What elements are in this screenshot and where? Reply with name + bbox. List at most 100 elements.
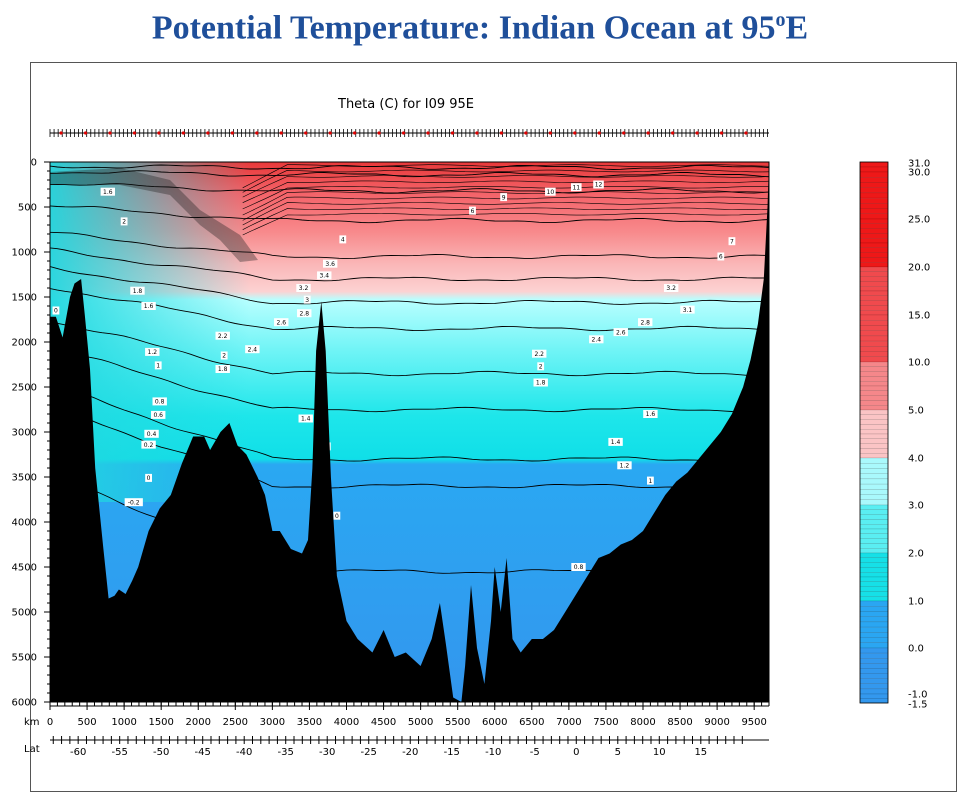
- contour-label-box: [144, 429, 159, 438]
- contour-label-box: [469, 206, 476, 215]
- seafloor-bathymetry: [50, 162, 769, 702]
- colorbar-label: 20.0: [908, 263, 930, 274]
- colorbar-segment: [859, 409, 889, 416]
- station-marker: [401, 131, 406, 135]
- latitude-axis: -60 -55 -50 -45 -40 -35 -30 -25 -20 -15 -10 -5 0 5 10 1…: [50, 736, 769, 758]
- page-title: Potential Temperature: Indian Ocean at 9…: [0, 0, 960, 46]
- colorbar-segment: [859, 567, 889, 573]
- contour-label: 1.6: [643, 410, 658, 418]
- colorbar-segment: [859, 468, 889, 474]
- colorbar-segment: [859, 166, 889, 173]
- contour-label-text: 1: [648, 478, 652, 485]
- contour-label: 2.8: [297, 309, 312, 318]
- chart-title: Theta (C) for I09 95E: [337, 97, 474, 112]
- colorbar-segment: [859, 203, 889, 209]
- contour-label-text: 1.6: [646, 411, 656, 418]
- colorbar-segment: [859, 663, 889, 669]
- contour-label-box: [537, 362, 545, 371]
- colorbar-segment: [859, 524, 889, 530]
- contour-label: 1.8: [215, 365, 230, 373]
- colorbar-segment: [859, 533, 889, 539]
- colorbar-segment: [859, 237, 889, 244]
- contour-label-text: 2.4: [248, 346, 258, 353]
- colorbar-segment: [859, 252, 889, 258]
- title-main-text: Potential Temperature: Indian Ocean at 9…: [151, 9, 776, 47]
- colorbar-segment: [859, 483, 889, 490]
- station-marker: [230, 131, 234, 135]
- colorbar-segment: [859, 528, 889, 534]
- contour-label: 1.2: [145, 347, 160, 356]
- colorbar-segment: [859, 314, 889, 321]
- x-tick-label: 4500: [371, 717, 396, 728]
- y-tick-label: 5000: [12, 608, 37, 619]
- colorbar-label: 25.0: [908, 215, 930, 226]
- colorbar-segment: [859, 683, 889, 690]
- lat-tick-label: 10: [653, 747, 666, 758]
- contour-label-box: [500, 193, 508, 202]
- contour-label-box: [215, 331, 230, 340]
- contour-label-text: 1.2: [620, 463, 630, 470]
- contour-label: 2: [120, 217, 128, 226]
- isotherm-line: [50, 170, 769, 178]
- colorbar-segment: [859, 438, 889, 444]
- contour-label-text: 3: [305, 297, 309, 304]
- colorbar-segment: [859, 576, 889, 582]
- station-marker: [377, 131, 381, 135]
- contour-label: 0.8: [571, 563, 586, 571]
- contour-label: 1.4: [298, 414, 313, 423]
- contour-label: 1: [154, 361, 162, 370]
- station-marker: [181, 131, 186, 135]
- x-tick-label: 1000: [111, 717, 136, 728]
- contour-label: 0.8: [152, 397, 167, 406]
- contour-label: 0.2: [141, 440, 156, 449]
- y-tick-label: 1500: [12, 293, 37, 304]
- contour-label: 9: [500, 193, 508, 202]
- contour-label: 1.6: [141, 302, 156, 310]
- contour-label: 1.8: [533, 378, 548, 387]
- colorbar-segment: [859, 300, 889, 306]
- contour-label-text: 2: [539, 364, 543, 371]
- y-tick-label: 2500: [12, 383, 37, 394]
- contour-label: 2: [537, 362, 545, 371]
- lat-tick-label: -15: [444, 747, 460, 758]
- colorbar-border: [859, 161, 889, 704]
- colorbar-label: 31.0: [908, 159, 930, 170]
- station-marker: [671, 131, 675, 135]
- station-marker: [132, 131, 137, 135]
- contour-label: 3: [303, 295, 311, 304]
- contour-label: -0.2: [124, 498, 143, 506]
- station-marker: [622, 131, 626, 135]
- contour-label-box: [647, 476, 654, 485]
- colorbar-segment: [859, 390, 889, 396]
- colorbar-segment: [859, 504, 889, 511]
- colorbar-segment: [859, 242, 889, 249]
- isotherm-line: [50, 402, 769, 489]
- colorbar-segment: [859, 419, 889, 425]
- contour-label: 0.6: [151, 410, 166, 419]
- contour-label-box: [297, 309, 312, 318]
- colorbar-label: -1.0: [908, 690, 928, 701]
- colorbar-segment: [859, 356, 889, 363]
- isotherm-line: [242, 207, 769, 230]
- lat-tick-label: -30: [319, 747, 335, 758]
- colorbar-segment: [859, 340, 889, 347]
- isotherm-line: [50, 231, 769, 260]
- colorbar-segment: [859, 688, 889, 695]
- station-marker: [108, 131, 112, 135]
- contour-label-text: 3.2: [299, 285, 309, 292]
- station-marker: [328, 131, 332, 135]
- isotherm-line: [242, 202, 769, 226]
- contour-label: 10: [545, 187, 556, 196]
- x-tick-label: 3000: [260, 717, 285, 728]
- station-marker: [475, 131, 479, 135]
- y-tick-label: 4000: [12, 518, 37, 529]
- isotherm-line: [50, 266, 769, 305]
- contour-label-text: 7: [730, 238, 734, 245]
- isotherm-line: [242, 164, 769, 189]
- y-tick-label: 5500: [12, 653, 37, 664]
- contour-label-text: 10: [547, 189, 555, 196]
- lat-tick-label: -25: [361, 747, 377, 758]
- contour-label-box: [663, 284, 679, 292]
- colorbar-segment: [859, 192, 889, 199]
- colorbar-segment: [859, 652, 889, 659]
